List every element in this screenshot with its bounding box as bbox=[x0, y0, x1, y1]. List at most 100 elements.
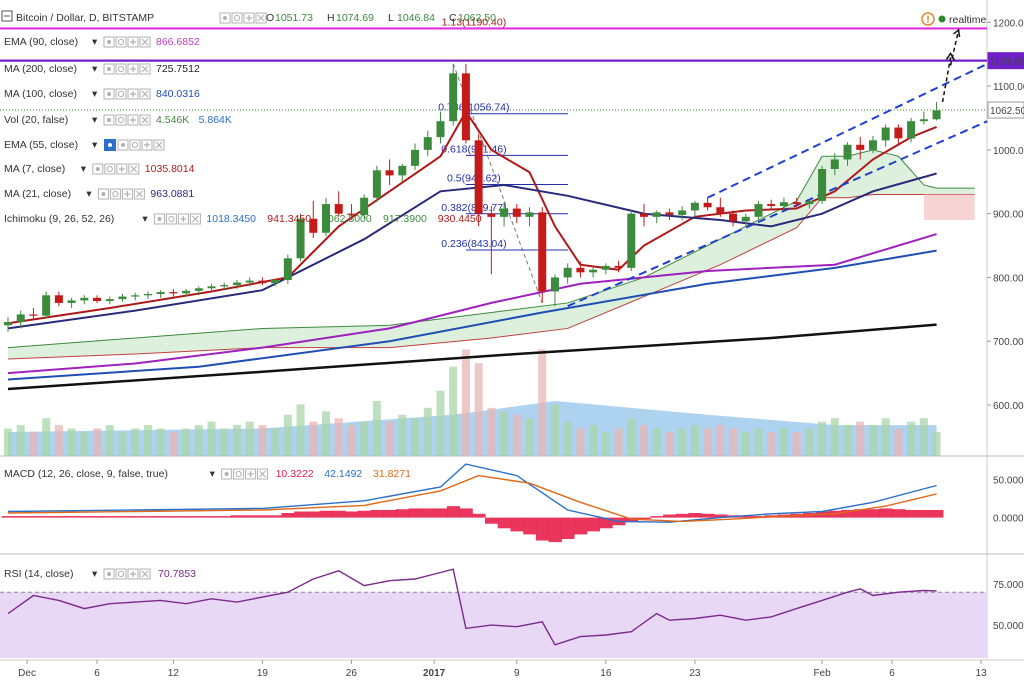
eye-icon[interactable] bbox=[221, 468, 233, 480]
settings-icon-frame bbox=[104, 163, 116, 175]
close-icon[interactable] bbox=[128, 163, 140, 175]
eye-icon[interactable] bbox=[103, 36, 115, 48]
macd-histogram-bar bbox=[599, 517, 613, 529]
indicator-row[interactable]: Vol (20, false) ▾ 4.546K 5.864K bbox=[4, 114, 232, 126]
volume-bar bbox=[131, 428, 140, 456]
close-icon[interactable] bbox=[139, 114, 151, 126]
settings-icon[interactable] bbox=[115, 568, 127, 580]
dropdown-icon[interactable]: ▾ bbox=[92, 114, 98, 126]
ohlc-value: 1074.69 bbox=[336, 12, 374, 24]
chart-header[interactable]: Bitcoin / Dollar, D, BITSTAMP O 1051.73 H 10… bbox=[1, 10, 987, 26]
dropdown-icon[interactable]: ▾ bbox=[92, 88, 98, 100]
close-icon[interactable] bbox=[189, 213, 201, 225]
settings-icon[interactable] bbox=[104, 163, 116, 175]
dropdown-icon[interactable]: ▾ bbox=[92, 568, 98, 580]
eye-icon[interactable] bbox=[219, 12, 231, 24]
dropdown-icon[interactable]: ▾ bbox=[92, 63, 98, 75]
eye-icon[interactable] bbox=[103, 88, 115, 100]
candle-body bbox=[182, 290, 191, 294]
add-icon[interactable] bbox=[127, 36, 139, 48]
volume-bar bbox=[512, 414, 521, 456]
settings-icon[interactable] bbox=[233, 468, 245, 480]
projection-arrow[interactable] bbox=[949, 29, 960, 66]
settings-icon[interactable] bbox=[129, 139, 141, 151]
fibonacci-levels[interactable]: 1.272(1243.58)1.13(1190.40)0.786(1056.74… bbox=[438, 0, 568, 304]
settings-icon[interactable] bbox=[165, 213, 177, 225]
close-icon[interactable] bbox=[133, 188, 145, 200]
settings-icon[interactable] bbox=[109, 188, 121, 200]
eye-icon[interactable] bbox=[103, 63, 115, 75]
price-tick-label: 1000.00 bbox=[993, 146, 1024, 157]
add-icon[interactable] bbox=[121, 188, 133, 200]
add-icon[interactable] bbox=[141, 139, 153, 151]
volume-bar bbox=[80, 431, 89, 456]
add-icon[interactable] bbox=[127, 88, 139, 100]
volume-bar bbox=[4, 428, 12, 456]
add-icon[interactable] bbox=[243, 12, 255, 24]
indicator-row[interactable]: MA (100, close) ▾ 840.0316 bbox=[4, 88, 200, 100]
indicator-row[interactable]: EMA (90, close) ▾ 866.6852 bbox=[4, 36, 200, 48]
indicator-value: 1062.5000 bbox=[322, 213, 372, 225]
alert-icon[interactable] bbox=[921, 12, 935, 26]
close-icon[interactable] bbox=[257, 468, 269, 480]
eye-icon[interactable] bbox=[97, 188, 109, 200]
volume-bar bbox=[118, 431, 127, 456]
macd-histogram-bar bbox=[319, 510, 333, 518]
dropdown-icon[interactable]: ▾ bbox=[92, 36, 98, 48]
settings-icon[interactable] bbox=[115, 114, 127, 126]
close-icon[interactable] bbox=[139, 568, 151, 580]
trendline[interactable] bbox=[567, 120, 988, 308]
indicator-row[interactable]: MA (7, close) ▾ 1035.8014 bbox=[4, 163, 195, 175]
add-icon[interactable] bbox=[245, 468, 257, 480]
candle-body bbox=[436, 121, 445, 138]
indicator-legend[interactable]: EMA (90, close) ▾ 866.6852 MA (200, close) ▾… bbox=[4, 36, 482, 580]
eye-pupil bbox=[107, 67, 111, 71]
macd-legend[interactable]: MACD (12, 26, close, 9, false, true) ▾ 10.… bbox=[4, 468, 411, 480]
horizontal-levels[interactable] bbox=[0, 27, 987, 111]
close-icon[interactable] bbox=[153, 139, 165, 151]
add-icon[interactable] bbox=[127, 63, 139, 75]
indicator-value: 4.546K bbox=[156, 114, 189, 126]
rsi-legend[interactable]: RSI (14, close) ▾ 70.7853 bbox=[4, 568, 196, 580]
dropdown-icon[interactable]: ▾ bbox=[210, 468, 216, 480]
macd-histogram-bar bbox=[27, 516, 41, 518]
indicator-row[interactable]: EMA (55, close) ▾ bbox=[4, 139, 165, 151]
dropdown-icon[interactable]: ▾ bbox=[86, 188, 92, 200]
trendlines[interactable] bbox=[567, 28, 988, 308]
add-icon[interactable] bbox=[127, 568, 139, 580]
projection-arrow[interactable] bbox=[941, 57, 952, 103]
indicator-value: 941.3450 bbox=[267, 213, 311, 225]
dropdown-icon[interactable]: ▾ bbox=[81, 163, 87, 175]
ohlc-value: 1051.73 bbox=[275, 12, 313, 24]
indicator-label: EMA (90, close) bbox=[4, 36, 78, 48]
close-icon[interactable] bbox=[139, 88, 151, 100]
eye-icon[interactable] bbox=[153, 213, 165, 225]
indicator-row[interactable]: MA (200, close) ▾ 725.7512 bbox=[4, 63, 200, 75]
add-icon[interactable] bbox=[177, 213, 189, 225]
eye-icon[interactable] bbox=[103, 114, 115, 126]
close-icon[interactable] bbox=[255, 12, 267, 24]
eye-pupil bbox=[107, 40, 111, 44]
candle-body bbox=[563, 267, 572, 278]
eye-icon[interactable] bbox=[117, 139, 129, 151]
macd-histogram-bar bbox=[256, 515, 270, 518]
eye-icon[interactable] bbox=[92, 163, 104, 175]
settings-icon[interactable] bbox=[231, 12, 243, 24]
add-icon[interactable] bbox=[127, 114, 139, 126]
settings-icon[interactable] bbox=[115, 36, 127, 48]
indicator-row[interactable]: MA (21, close) ▾ 963.0881 bbox=[4, 188, 194, 200]
macd-histogram-bar bbox=[65, 516, 79, 518]
eye-icon[interactable] bbox=[103, 568, 115, 580]
macd-histogram-bar bbox=[116, 516, 130, 518]
dropdown-icon[interactable]: ▾ bbox=[142, 213, 148, 225]
dropdown-icon[interactable]: ▾ bbox=[92, 139, 98, 151]
indicator-row[interactable]: Ichimoku (9, 26, 52, 26) ▾ 1018.3450 941.34… bbox=[4, 213, 482, 225]
settings-icon[interactable] bbox=[115, 88, 127, 100]
candle-body bbox=[640, 213, 648, 217]
macd-histogram-bar bbox=[345, 511, 359, 518]
close-icon[interactable] bbox=[139, 36, 151, 48]
close-icon[interactable] bbox=[139, 63, 151, 75]
settings-icon[interactable] bbox=[115, 63, 127, 75]
add-icon[interactable] bbox=[116, 163, 128, 175]
